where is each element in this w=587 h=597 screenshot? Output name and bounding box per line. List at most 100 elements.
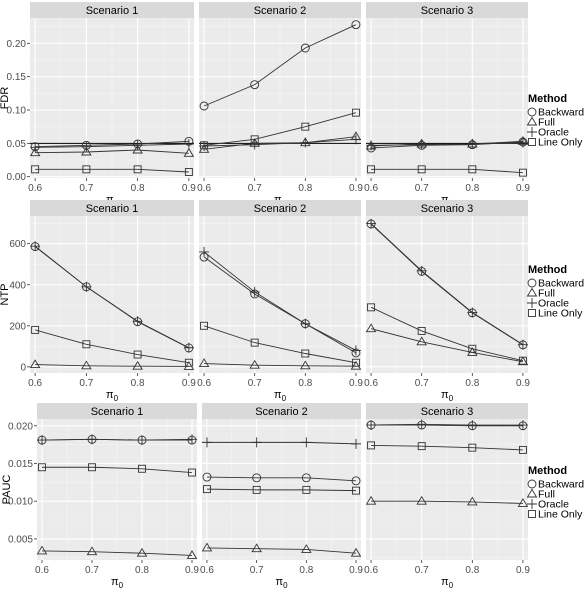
series-line-circle [203,24,357,107]
data-point-square [518,356,527,365]
facet-strip [366,2,528,18]
x-tick-label: 0.6 [364,183,378,194]
data-point-triangle [365,495,377,505]
data-point-square [518,445,527,454]
data-point-plus [199,246,210,257]
x-tick-label: 0.7 [79,378,93,389]
series-line-square [35,329,189,364]
data-point-triangle [251,543,262,553]
x-tick-label: 0.6 [364,378,378,389]
data-point-plus [132,140,143,151]
data-point-plus [416,265,427,276]
data-point-triangle [517,356,529,366]
data-point-plus [467,420,478,431]
panel-3: Scenario 30.60.70.80.9π0 [364,2,530,208]
series-line-triangle [41,550,193,556]
x-tick-label: 0.9 [185,565,199,576]
data-point-triangle [198,358,210,368]
data-point-circle [300,43,310,53]
data-point-circle [252,473,262,483]
series-line-triangle [204,363,356,367]
legend-key-triangle [526,488,538,498]
series-line-square [206,488,357,492]
facet-strip [366,403,528,419]
y-tick-label: 0.010 [8,497,33,508]
x-tick-label: 0.7 [415,183,429,194]
legend-key-triangle [526,287,538,297]
x-tick-label: 0.8 [299,565,313,576]
data-point-square [188,468,196,477]
y-tick-label: 0.20 [7,39,27,50]
series-line-square [204,112,357,146]
y-tick-label: 200 [9,321,26,332]
data-point-plus [517,339,528,350]
chart-ntp: Scenario 1 0.6 0.7 0.8 0.9 π0 Scenario 2 0.6 0.7… [0,200,584,403]
y-tick-label: 0.005 [8,534,33,545]
y-axis-title: PAUC [1,475,13,505]
x-tick-label: 0.7 [79,183,93,194]
legend-key-circle [527,107,537,117]
x-tick-label: 0.8 [131,183,145,194]
data-point-square [200,321,209,330]
data-point-triangle [249,359,260,369]
data-point-plus [366,420,377,431]
data-point-square [250,338,259,347]
data-point-plus [249,139,260,150]
facet-strip [30,200,194,216]
panel-2: Scenario 20.60.70.80.9π0 [197,2,363,208]
data-point-triangle [350,360,362,370]
data-point-square [367,441,376,450]
legend-key-triangle [526,116,538,126]
series-line-square [370,306,524,362]
data-point-plus [467,307,478,318]
x-tick-label: 0.8 [135,565,149,576]
data-point-circle [351,476,361,486]
data-point-plus [366,140,377,151]
data-point-square [184,358,193,367]
series-line-plus [204,138,356,147]
legend-label: Full [538,288,555,300]
data-point-plus [350,134,361,145]
data-point-plus [183,342,194,353]
data-point-plus [249,286,260,297]
data-point-triangle [36,545,48,555]
x-tick-label: 0.7 [248,378,262,389]
data-point-plus [300,137,311,148]
y-tick-label: 0.05 [7,139,27,150]
data-point-plus [251,437,262,448]
data-point-triangle [29,147,41,157]
series-line-plus [371,142,523,146]
series-line-triangle [370,328,524,363]
series-line-plus [34,245,190,349]
legend-key-plus [527,127,537,137]
series-line-circle [206,476,357,482]
legend-key-plus [527,298,537,308]
panel-1: Scenario 1 0.6 0.7 0.8 0.9 π0 [28,200,196,403]
series-line-square [203,325,357,364]
data-point-plus [37,435,47,446]
facet-strip [202,403,361,419]
y-tick-label: 0 [20,362,26,373]
legend-label: Line Only [538,137,583,149]
series-line-square [42,466,193,473]
data-point-square [31,165,40,174]
data-point-square [301,349,310,358]
data-point-plus [351,438,362,449]
series-line-plus [35,143,189,148]
series-line-triangle [206,547,357,554]
facet-strip-label: Scenario 3 [421,406,474,418]
series-line-plus [41,438,193,441]
y-tick-label: 400 [9,280,26,291]
data-point-triangle [132,144,143,154]
x-axis-title: π0 [274,389,287,403]
data-point-square [250,135,259,144]
data-point-triangle [183,361,195,370]
legend-label: Full [538,489,555,501]
legend-title: Method [528,93,567,105]
data-point-triangle [365,323,377,333]
legend-label: Line Only [538,308,583,320]
data-point-square [133,165,142,174]
series-line-circle [203,256,357,354]
